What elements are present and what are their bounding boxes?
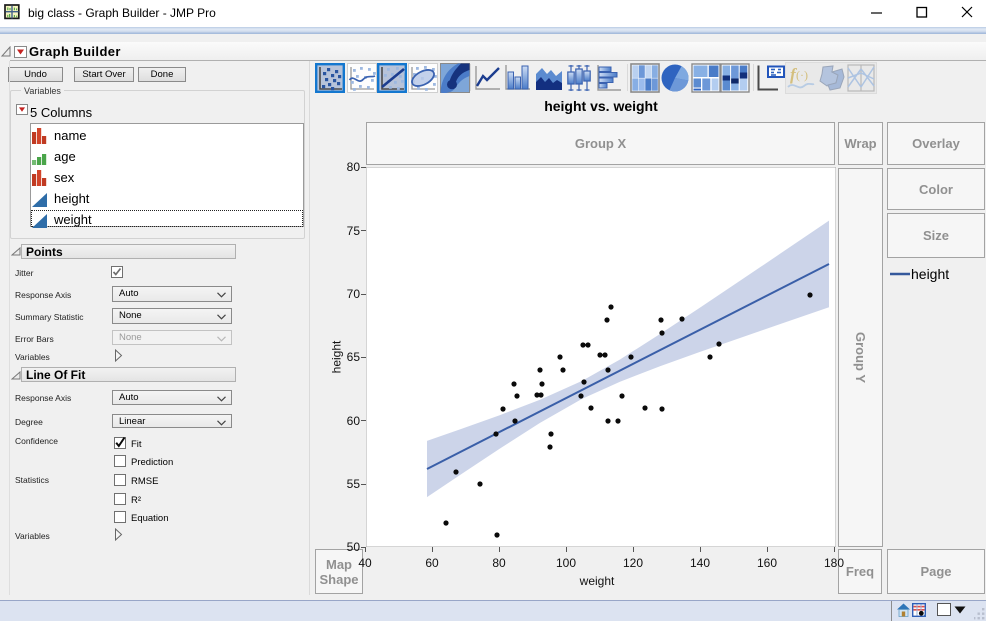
svg-text:(·): (·) — [796, 68, 808, 82]
svg-text:f: f — [790, 65, 798, 84]
